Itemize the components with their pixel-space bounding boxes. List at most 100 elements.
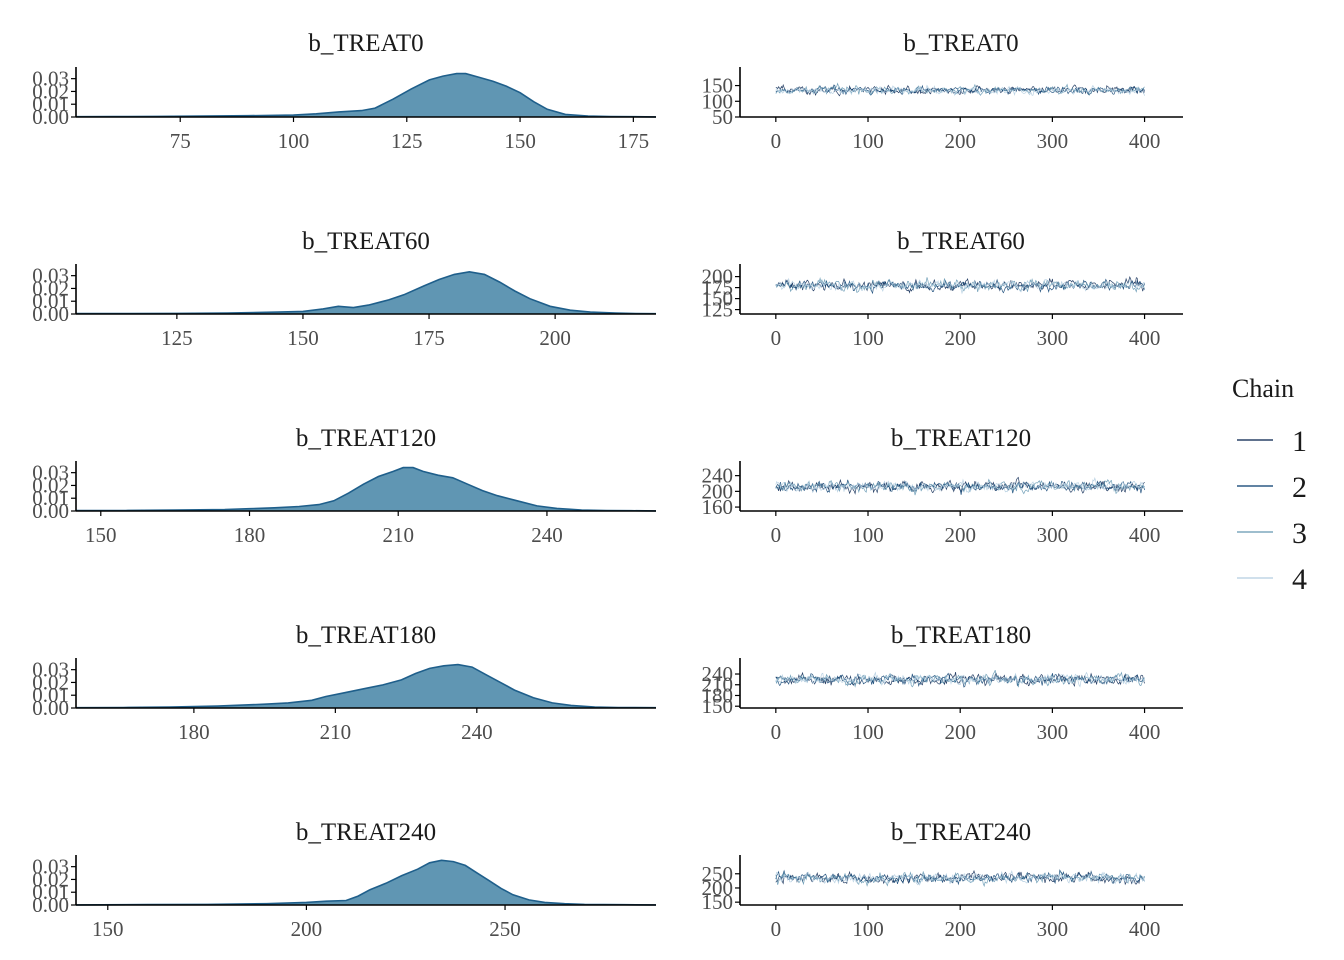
panel-title: b_TREAT180: [891, 622, 1031, 649]
x-tick-label: 0: [771, 326, 782, 350]
y-tick-label: 0.03: [32, 855, 69, 879]
trace-chain-4: [775, 84, 1145, 97]
y-tick-label: 0.02: [32, 867, 69, 891]
panel-title: b_TREAT120: [891, 425, 1031, 452]
density-line: [75, 859, 657, 906]
y-tick-label: 240: [702, 662, 734, 686]
y-tick-label: 0.01: [32, 289, 69, 313]
trace-chain-4: [775, 476, 1145, 494]
x-tick-label: 0: [771, 917, 782, 941]
x-tick-label: 0: [771, 523, 782, 547]
panel-b_TREAT60-density: b_TREAT60 125 150 175 200 0.000.010.020.03: [32, 228, 657, 350]
x-tick-label: 150: [287, 326, 319, 350]
x-tick-label: 125: [391, 129, 423, 153]
y-tick-label: 150: [702, 890, 734, 914]
legend-item-chain-4: 4: [1237, 563, 1307, 596]
x-tick-label: 125: [161, 326, 193, 350]
x-tick-label: 200: [944, 129, 976, 153]
y-tick-label: 100: [702, 89, 734, 113]
legend-item-chain-3: 3: [1237, 517, 1307, 550]
panel-b_TREAT120-density: b_TREAT120 150 180 210 240 0.000.010.020.03: [32, 425, 657, 547]
x-tick-label: 150: [92, 917, 124, 941]
x-tick-label: 400: [1129, 720, 1161, 744]
x-tick-label: 200: [944, 326, 976, 350]
x-tick-label: 200: [291, 917, 323, 941]
trace-chain-2: [775, 479, 1145, 495]
panel-title: b_TREAT240: [891, 819, 1031, 846]
y-tick-label: 0.00: [32, 893, 69, 917]
density-area: [76, 664, 656, 708]
density-line: [75, 72, 657, 118]
panel-b_TREAT0-density: b_TREAT0 75 100 125 150 175 0.000.010.020.03: [32, 30, 657, 153]
x-tick-label: 100: [852, 129, 884, 153]
x-tick-label: 150: [85, 523, 117, 547]
x-tick-label: 100: [852, 720, 884, 744]
x-tick-label: 240: [531, 523, 563, 547]
panel-b_TREAT240-density: b_TREAT240 150 200 250 0.000.010.020.03: [32, 819, 657, 941]
trace-chain-4: [775, 671, 1145, 688]
y-tick-label: 0.01: [32, 880, 69, 904]
y-tick-label: 0.02: [32, 276, 69, 300]
panel-title: b_TREAT60: [897, 228, 1025, 255]
x-tick-label: 400: [1129, 326, 1161, 350]
trace-chain-1: [775, 275, 1145, 294]
y-tick-label: 0.00: [32, 302, 69, 326]
x-tick-label: 75: [170, 129, 191, 153]
x-tick-label: 175: [413, 326, 445, 350]
x-tick-label: 200: [539, 326, 571, 350]
legend-item-chain-2: 2: [1237, 471, 1307, 504]
density-area: [76, 467, 656, 511]
legend-label: 4: [1292, 563, 1307, 596]
trace-chain-3: [775, 871, 1145, 888]
x-tick-label: 0: [771, 129, 782, 153]
x-tick-label: 0: [771, 720, 782, 744]
legend-label: 2: [1292, 471, 1307, 504]
legend-label: 3: [1292, 517, 1307, 550]
x-tick-label: 300: [1037, 326, 1069, 350]
y-tick-label: 150: [702, 287, 734, 311]
trace-chain-4: [775, 870, 1145, 886]
y-tick-label: 50: [712, 105, 733, 129]
x-tick-label: 100: [852, 326, 884, 350]
y-tick-label: 0.01: [32, 683, 69, 707]
panel-title: b_TREAT0: [308, 30, 423, 57]
panel-title: b_TREAT0: [903, 30, 1018, 57]
x-tick-label: 100: [852, 523, 884, 547]
y-tick-label: 125: [702, 298, 734, 322]
x-tick-label: 175: [618, 129, 650, 153]
chain-legend: Chain 1 2 3 4: [1232, 374, 1307, 596]
trace-chain-2: [775, 672, 1145, 688]
y-tick-label: 0.03: [32, 461, 69, 485]
panel-title: b_TREAT60: [302, 228, 430, 255]
y-tick-label: 0.02: [32, 79, 69, 103]
y-tick-label: 0.02: [32, 473, 69, 497]
x-tick-label: 200: [944, 720, 976, 744]
legend-title: Chain: [1232, 374, 1294, 403]
x-tick-label: 150: [504, 129, 536, 153]
y-tick-label: 250: [702, 862, 734, 886]
y-tick-label: 240: [702, 464, 734, 488]
legend-item-chain-1: 1: [1237, 425, 1307, 458]
y-tick-label: 0.00: [32, 696, 69, 720]
x-tick-label: 200: [944, 917, 976, 941]
y-tick-label: 160: [702, 495, 734, 519]
y-tick-label: 0.00: [32, 499, 69, 523]
x-tick-label: 200: [944, 523, 976, 547]
x-tick-label: 300: [1037, 523, 1069, 547]
density-line: [76, 270, 657, 315]
legend-items: 1 2 3 4: [1237, 425, 1307, 596]
x-tick-label: 100: [852, 917, 884, 941]
x-tick-label: 400: [1129, 917, 1161, 941]
y-tick-label: 150: [702, 694, 734, 718]
panel-b_TREAT180-density: b_TREAT180 180 210 240 0.000.010.020.03: [32, 622, 657, 744]
trace-chain-3: [775, 82, 1145, 97]
density-area: [76, 860, 656, 905]
y-tick-label: 180: [702, 683, 734, 707]
panel-title: b_TREAT120: [296, 425, 436, 452]
